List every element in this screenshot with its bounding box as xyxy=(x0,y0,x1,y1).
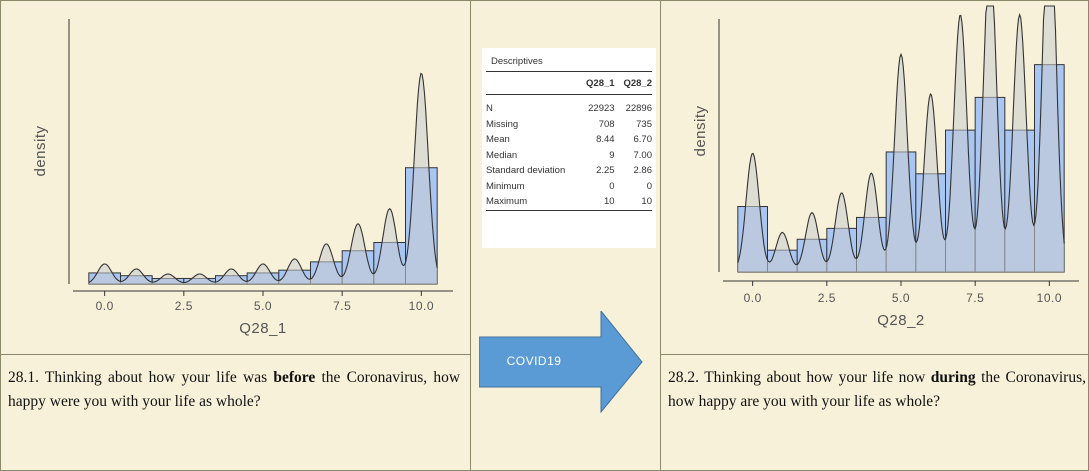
x-tick-label: 0.0 xyxy=(744,291,762,305)
x-tick-label: 7.5 xyxy=(966,291,984,305)
x-tick-label: 0.0 xyxy=(96,299,114,313)
histogram-chart: 0.0 2.5 5.0 7.5 10.0 Q28_1 density xyxy=(32,19,453,337)
cell-border xyxy=(1,354,470,355)
x-axis-title: Q28_2 xyxy=(877,312,925,329)
x-tick-label: 2.5 xyxy=(175,299,193,313)
table-cell: Median xyxy=(486,149,518,161)
caption: 28.1. Thinking about how your life was b… xyxy=(8,366,460,414)
table-cell: 8.44 xyxy=(596,134,615,146)
caption-emphasis: before xyxy=(273,369,316,386)
table-cell: 22896 xyxy=(625,103,652,115)
x-tick-label: 7.5 xyxy=(333,299,351,313)
caption: 28.2. Thinking about how your life now d… xyxy=(668,366,1086,414)
table-row: Median 9 7.00 xyxy=(486,148,652,164)
table-cell: Minimum xyxy=(486,180,525,192)
table-row: Maximum 10 10 xyxy=(486,194,652,210)
table-cell: 10 xyxy=(641,196,652,208)
table-cell: 2.86 xyxy=(633,165,653,177)
table-cell: 2.25 xyxy=(596,165,615,177)
cell-border xyxy=(660,354,1088,355)
table-cell: N xyxy=(486,103,493,115)
table-row: Minimum 0 0 xyxy=(486,179,652,195)
table-title: Descriptives xyxy=(486,48,652,72)
y-axis-title: density xyxy=(32,125,49,176)
x-axis-title: Q28_1 xyxy=(239,320,287,337)
table-cell: 735 xyxy=(636,118,652,130)
histogram-chart: 0.0 2.5 5.0 7.5 10.0 Q28_2 density xyxy=(692,5,1079,329)
caption-text: the Coronavirus, how happy are you with … xyxy=(668,369,1086,410)
x-tick-label: 5.0 xyxy=(254,299,272,313)
arrow-shape xyxy=(479,311,643,413)
density-area xyxy=(737,6,1065,272)
table-cell: 9 xyxy=(609,149,615,161)
caption-emphasis: during xyxy=(930,369,976,386)
header-row: Q28_1 Q28_2 xyxy=(486,72,652,95)
table-cell: 6.70 xyxy=(633,134,653,146)
x-tick-label: 10.0 xyxy=(1037,291,1062,305)
table-cell: Maximum xyxy=(486,196,528,208)
table-row: N 22923 22896 xyxy=(486,95,652,117)
table-cell: Standard deviation xyxy=(486,165,566,177)
table-cell: 708 xyxy=(598,118,615,130)
column-header: Q28_2 xyxy=(623,77,652,89)
table-cell: Missing xyxy=(486,118,519,130)
x-tick-label: 5.0 xyxy=(892,291,910,305)
caption-text: 28.2. Thinking about how your life now xyxy=(668,369,926,386)
table-row: Standard deviation 2.25 2.86 xyxy=(486,163,652,179)
caption-text: 28.1. Thinking about how your life was xyxy=(8,369,268,386)
table-cell: Mean xyxy=(486,134,510,146)
cell-border xyxy=(660,1,661,470)
table-cell: 7.00 xyxy=(633,149,653,161)
cell-border xyxy=(470,1,471,470)
table-cell: 0 xyxy=(646,180,652,192)
table-cell: 10 xyxy=(603,196,615,208)
table-row: Missing 708 735 xyxy=(486,117,652,133)
descriptives-table: Descriptives Q28_1 Q28_2 N 22923 22896 Miss… xyxy=(482,48,656,248)
x-tick-label: 2.5 xyxy=(818,291,836,305)
table-cell: 0 xyxy=(609,180,615,192)
density-curve xyxy=(88,72,438,284)
x-tick-label: 10.0 xyxy=(409,299,434,313)
table-cell: 22923 xyxy=(588,103,615,115)
density-area xyxy=(88,73,438,284)
arrow-label: COVID19 xyxy=(507,354,562,368)
table-row: Mean 8.44 6.70 xyxy=(486,132,652,148)
caption-text: the Coronavirus, how happy were you with… xyxy=(8,369,461,410)
density-curve xyxy=(737,5,1065,266)
column-header: Q28_1 xyxy=(586,77,615,89)
y-axis-title: density xyxy=(692,105,709,156)
table: Q28_1 Q28_2 N 22923 22896 Missing 708 735 Mean… xyxy=(486,72,652,211)
arrow: COVID19 xyxy=(479,311,643,413)
